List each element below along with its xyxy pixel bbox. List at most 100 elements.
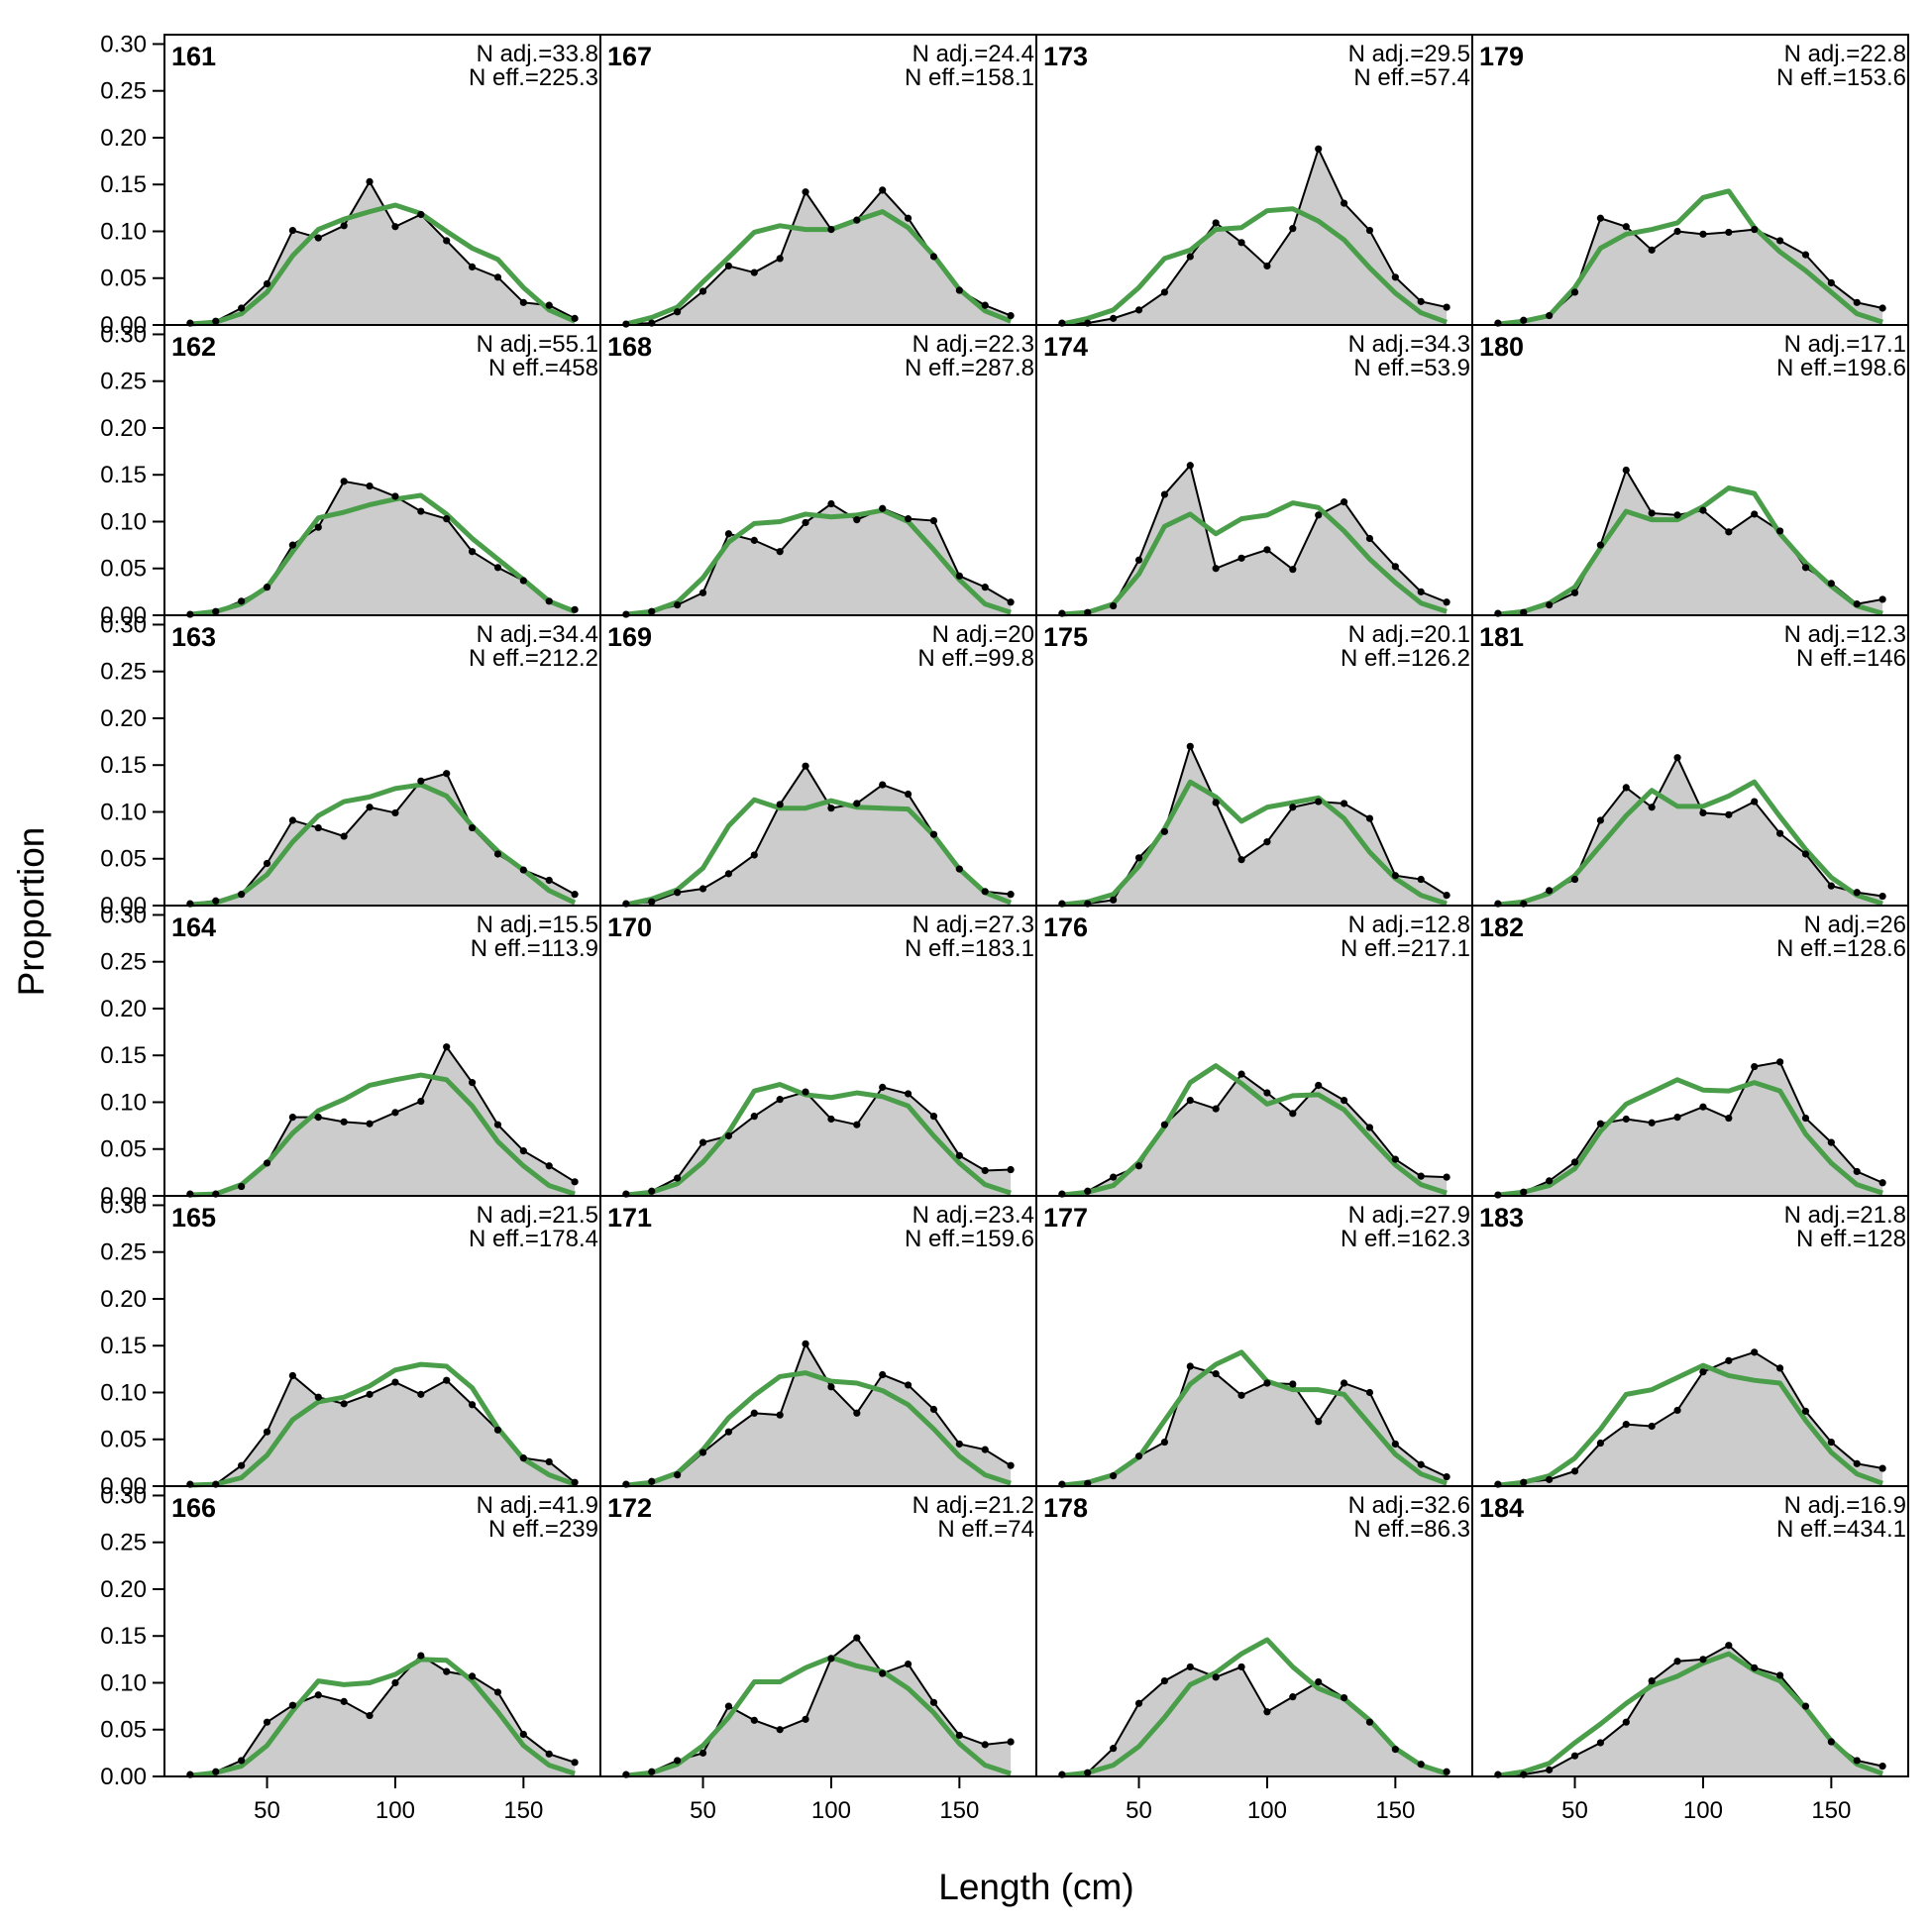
observed-point bbox=[417, 1652, 425, 1660]
observed-point bbox=[1775, 237, 1784, 245]
observed-area bbox=[1061, 1366, 1448, 1486]
observed-point bbox=[1186, 462, 1194, 470]
observed-point bbox=[674, 1757, 682, 1765]
observed-point bbox=[724, 530, 733, 538]
n-adj-label: N adj.=12.8 bbox=[1348, 912, 1470, 938]
y-tick-label: 0.30 bbox=[100, 902, 147, 928]
observed-point bbox=[1801, 251, 1810, 259]
panel-label: 165 bbox=[171, 1203, 216, 1233]
expected-series-line bbox=[189, 1361, 576, 1488]
observed-point bbox=[853, 216, 861, 224]
observed-point bbox=[1186, 742, 1194, 750]
observed-point bbox=[1212, 565, 1220, 573]
observed-point bbox=[417, 210, 425, 219]
observed-point bbox=[493, 1426, 502, 1434]
observed-point bbox=[1596, 1439, 1605, 1448]
observed-point bbox=[238, 1182, 246, 1191]
y-tick-label: 0.00 bbox=[100, 1473, 147, 1500]
y-axis-title: Proportion bbox=[11, 827, 52, 997]
x-tick-label: 150 bbox=[1811, 1797, 1851, 1824]
observed-point bbox=[1546, 311, 1554, 320]
observed-point bbox=[929, 830, 938, 838]
n-adj-label: N adj.=27.9 bbox=[1348, 1202, 1470, 1229]
observed-point bbox=[238, 1461, 246, 1469]
observed-point bbox=[1365, 814, 1374, 822]
observed-point bbox=[1134, 1162, 1143, 1170]
observed-point bbox=[417, 507, 425, 515]
observed-area bbox=[625, 1638, 1012, 1776]
observed-point bbox=[1417, 588, 1425, 595]
observed-point bbox=[1853, 1167, 1861, 1176]
observed-point bbox=[263, 1718, 271, 1726]
observed-point bbox=[1134, 1452, 1143, 1460]
observed-point bbox=[263, 1159, 271, 1167]
observed-point bbox=[340, 832, 348, 840]
observed-point bbox=[750, 1716, 758, 1724]
observed-point bbox=[1622, 1421, 1630, 1429]
expected-series-line bbox=[1497, 1362, 1883, 1488]
observed-point bbox=[1673, 754, 1681, 762]
observed-area bbox=[1497, 757, 1883, 906]
observed-point bbox=[776, 1096, 784, 1104]
observed-point bbox=[879, 186, 887, 194]
observed-point bbox=[1725, 1114, 1733, 1123]
observed-point bbox=[1391, 1440, 1399, 1449]
observed-point bbox=[238, 597, 246, 605]
observed-point bbox=[1315, 511, 1323, 519]
y-tick-label: 0.15 bbox=[100, 1042, 147, 1069]
observed-point bbox=[1212, 1369, 1220, 1378]
n-adj-label: N adj.=29.5 bbox=[1348, 41, 1470, 67]
observed-point bbox=[443, 237, 451, 245]
panel-label: 169 bbox=[607, 622, 652, 652]
observed-point bbox=[1315, 1418, 1323, 1426]
n-adj-label: N adj.=41.9 bbox=[477, 1492, 598, 1519]
observed-point bbox=[1596, 1120, 1605, 1127]
observed-point bbox=[340, 1697, 348, 1705]
observed-point bbox=[1878, 595, 1886, 603]
observed-point bbox=[1134, 556, 1143, 564]
observed-point bbox=[417, 1097, 425, 1106]
expected-series-line bbox=[189, 782, 577, 908]
observed-point bbox=[1546, 887, 1554, 895]
y-tick-label: 0.20 bbox=[100, 705, 147, 732]
observed-point bbox=[1570, 875, 1579, 884]
observed-area bbox=[625, 766, 1012, 906]
panel-label: 171 bbox=[607, 1203, 652, 1233]
n-eff-label: N eff.=434.1 bbox=[1776, 1516, 1906, 1543]
observed-point bbox=[1212, 1673, 1220, 1681]
observed-area bbox=[189, 773, 576, 906]
observed-point bbox=[1801, 564, 1810, 572]
observed-point bbox=[981, 584, 989, 591]
observed-point bbox=[802, 518, 809, 527]
observed-point bbox=[1699, 1656, 1707, 1664]
n-adj-label: N adj.=22.3 bbox=[912, 331, 1034, 358]
panel-label: 181 bbox=[1479, 622, 1524, 652]
observed-point bbox=[1699, 506, 1707, 514]
observed-point bbox=[1878, 1179, 1886, 1187]
panel: 165 N adj.=21.5N eff.=178.4 bbox=[163, 1195, 601, 1488]
y-tick-label: 0.10 bbox=[100, 1669, 147, 1696]
panel-label: 183 bbox=[1479, 1203, 1524, 1233]
observed-point bbox=[212, 1768, 220, 1775]
observed-point bbox=[1443, 1173, 1450, 1181]
y-tick-label: 0.15 bbox=[100, 1623, 147, 1650]
observed-point bbox=[391, 808, 399, 817]
observed-point bbox=[314, 1691, 322, 1699]
n-eff-label: N eff.=153.6 bbox=[1776, 64, 1906, 91]
observed-point bbox=[1520, 1188, 1528, 1196]
observed-point bbox=[827, 1115, 835, 1124]
observed-point bbox=[1007, 891, 1015, 899]
observed-point bbox=[1622, 1115, 1630, 1124]
observed-point bbox=[493, 273, 502, 281]
y-tick-label: 0.30 bbox=[100, 611, 147, 638]
observed-point bbox=[238, 891, 246, 899]
observed-point bbox=[1570, 1467, 1579, 1475]
observed-point bbox=[698, 1138, 707, 1146]
observed-point bbox=[1007, 1165, 1015, 1174]
observed-point bbox=[1725, 1642, 1733, 1650]
observed-point bbox=[1443, 598, 1450, 606]
observed-point bbox=[929, 253, 938, 261]
observed-point bbox=[545, 1457, 553, 1466]
observed-area bbox=[189, 181, 576, 325]
observed-point bbox=[1289, 1693, 1297, 1701]
